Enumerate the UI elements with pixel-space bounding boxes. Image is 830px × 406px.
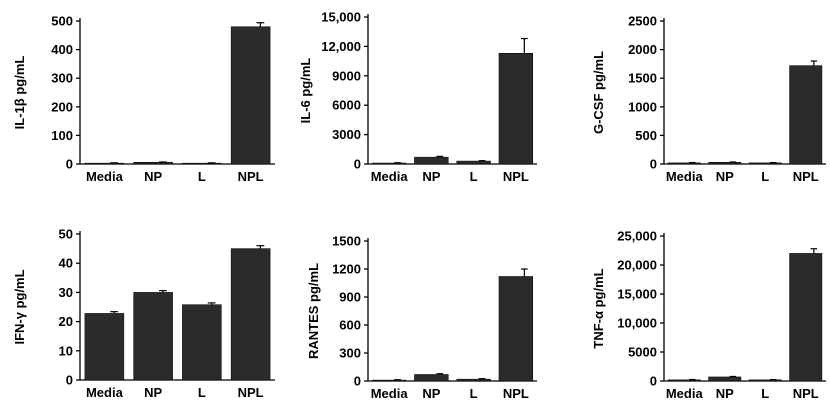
y-tick-label: 0 [354,157,361,172]
category-label: L [470,169,478,184]
y-tick-label: 15,000 [321,10,361,25]
y-tick-label: 20,000 [617,258,657,273]
y-tick-label: 10,000 [617,316,657,331]
category-label: Media [371,386,409,401]
bar-npl [498,276,534,382]
y-tick-label: 10 [59,343,73,358]
category-label: NPL [238,385,264,400]
category-label: NPL [503,169,529,184]
category-label: L [198,169,206,184]
bar-media [667,379,701,382]
bar-media [371,379,407,382]
y-tick-label: 25,000 [617,229,657,244]
category-label: NPL [793,386,819,401]
category-label: NPL [793,169,819,184]
y-axis-label-gcsf: G-CSF pg/mL [591,51,606,134]
bar-l [456,378,491,382]
bar-media [84,313,125,381]
y-tick-label: 12,000 [321,39,361,54]
bar-npl [230,248,271,381]
y-tick-label: 0 [650,157,657,172]
category-label: NPL [238,169,264,184]
bar-npl [230,26,271,165]
y-tick-label: 300 [339,346,361,361]
category-label: NP [422,386,440,401]
bar-np [133,292,173,381]
bar-media [371,162,407,165]
y-tick-label: 1500 [628,71,657,86]
category-label: NP [144,385,162,400]
y-tick-label: 400 [51,42,73,57]
bar-l [456,160,491,165]
y-tick-label: 0 [354,374,361,389]
y-axis-label-rantes: RANTES pg/mL [306,263,321,359]
category-label: NP [422,169,440,184]
bar-np [133,162,173,165]
y-tick-label: 15,000 [617,287,657,302]
y-tick-label: 1500 [332,234,361,249]
y-tick-label: 30 [59,285,73,300]
y-tick-label: 40 [59,256,73,271]
category-label: NP [716,169,734,184]
category-label: NP [144,169,162,184]
bar-npl [789,253,823,382]
category-label: L [761,169,769,184]
bar-l [182,162,222,165]
bar-l [748,379,782,382]
y-tick-label: 0 [66,157,73,172]
y-tick-label: 0 [650,374,657,389]
y-tick-label: 500 [51,14,73,29]
y-tick-label: 2500 [628,14,657,29]
y-tick-label: 600 [339,318,361,333]
y-tick-label: 50 [59,227,73,242]
category-label: Media [666,169,704,184]
bar-npl [498,53,534,165]
category-label: NP [716,386,734,401]
y-tick-label: 6000 [332,98,361,113]
y-tick-label: 200 [51,99,73,114]
bar-np [414,374,449,382]
bar-np [708,376,742,382]
category-label: L [198,385,206,400]
category-label: Media [86,169,124,184]
y-tick-label: 1200 [332,262,361,277]
bar-l [182,304,222,381]
category-label: L [761,386,769,401]
y-tick-label: 20 [59,314,73,329]
y-tick-label: 0 [66,373,73,388]
y-tick-label: 300 [51,71,73,86]
category-label: Media [666,386,704,401]
y-tick-label: 3000 [332,127,361,142]
y-tick-label: 1000 [628,99,657,114]
y-tick-label: 9000 [332,68,361,83]
bar-media [84,162,125,165]
category-label: Media [371,169,409,184]
category-label: L [470,386,478,401]
y-tick-label: 2000 [628,42,657,57]
y-axis-label-il6: IL-6 pg/mL [298,58,313,124]
bar-np [414,156,449,165]
y-tick-label: 100 [51,128,73,143]
y-axis-label-tnfa: TNF-α pg/mL [591,268,606,348]
y-axis-label-ifng: IFN-γ pg/mL [12,269,27,344]
category-label: Media [86,385,124,400]
y-axis-label-il1b: IL-1β pg/mL [12,56,27,130]
bar-media [667,162,701,165]
bar-npl [789,65,823,165]
bar-np [708,162,742,165]
category-label: NPL [503,386,529,401]
y-tick-label: 5000 [628,345,657,360]
y-tick-label: 500 [635,128,657,143]
bar-l [748,162,782,165]
y-tick-label: 900 [339,290,361,305]
